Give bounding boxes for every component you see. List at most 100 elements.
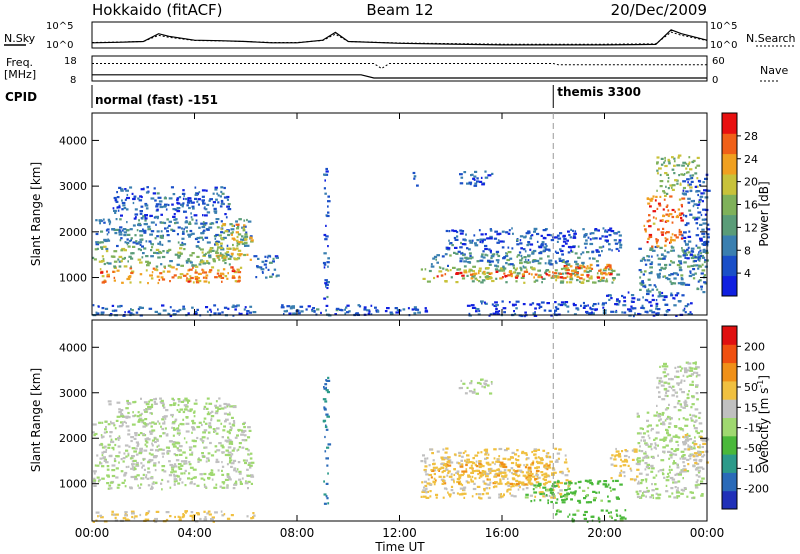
data-cell <box>463 260 467 263</box>
data-cell <box>506 252 508 255</box>
data-cell <box>664 164 668 168</box>
data-cell <box>230 232 233 235</box>
data-cell <box>440 274 444 277</box>
data-cell <box>604 235 608 238</box>
data-cell <box>139 195 142 198</box>
data-cell <box>223 306 228 309</box>
data-cell <box>547 501 549 505</box>
data-cell <box>201 195 205 198</box>
data-cell <box>689 491 693 494</box>
data-cell <box>157 196 162 199</box>
data-cell <box>510 467 514 470</box>
data-cell <box>247 449 250 452</box>
data-cell <box>502 471 505 474</box>
data-cell <box>681 205 683 208</box>
data-cell <box>497 458 500 461</box>
data-cell <box>468 270 471 273</box>
data-cell <box>542 486 547 489</box>
data-cell <box>696 164 701 167</box>
data-cell <box>684 434 689 437</box>
data-cell <box>668 378 670 381</box>
data-cell <box>697 280 700 283</box>
data-cell <box>594 229 598 232</box>
data-cell <box>590 275 593 278</box>
data-cell <box>173 213 176 216</box>
data-cell <box>680 470 685 473</box>
data-cell <box>243 219 246 222</box>
data-cell <box>227 446 232 449</box>
data-cell <box>184 197 188 201</box>
data-cell <box>567 251 571 254</box>
data-cell <box>623 475 626 478</box>
data-cell <box>249 235 253 238</box>
x-tick-label: 00:00 <box>690 526 725 540</box>
data-cell <box>560 280 565 283</box>
data-cell <box>656 189 658 192</box>
data-cell <box>701 255 704 258</box>
data-cell <box>129 228 133 231</box>
data-cell <box>644 450 647 454</box>
data-cell <box>635 490 639 493</box>
data-cell <box>700 272 704 275</box>
data-cell <box>698 446 701 449</box>
data-cell <box>704 177 708 180</box>
data-cell <box>236 304 240 307</box>
data-cell <box>493 253 496 256</box>
data-cell <box>462 451 465 455</box>
colorbar-tick-label: 24 <box>744 153 758 166</box>
data-cell <box>227 257 232 260</box>
data-cell <box>462 238 466 241</box>
data-cell <box>148 400 151 403</box>
data-cell <box>236 227 240 230</box>
data-cell <box>687 163 690 166</box>
data-cell <box>704 213 708 216</box>
data-cell <box>676 263 681 267</box>
data-cell <box>688 454 692 457</box>
data-cell <box>694 172 698 175</box>
data-cell <box>208 250 212 253</box>
data-cell <box>184 462 188 465</box>
data-cell <box>697 466 700 469</box>
data-cell <box>657 414 661 418</box>
data-cell <box>689 186 693 189</box>
data-cell <box>539 269 541 272</box>
data-cell <box>227 307 230 310</box>
data-cell <box>571 519 575 522</box>
data-cell <box>191 264 194 267</box>
data-cell <box>468 312 471 315</box>
data-cell <box>207 459 210 462</box>
data-cell <box>500 267 504 270</box>
data-cell <box>662 267 666 270</box>
data-cell <box>527 466 532 469</box>
data-cell <box>188 268 193 271</box>
data-cell <box>656 156 660 159</box>
data-cell <box>136 444 139 447</box>
data-cell <box>101 454 104 457</box>
data-cell <box>124 198 127 201</box>
data-cell <box>648 255 651 258</box>
data-cell <box>325 285 327 288</box>
data-cell <box>504 463 507 466</box>
data-cell <box>504 471 507 474</box>
data-cell <box>171 443 176 446</box>
data-cell <box>447 457 450 461</box>
data-cell <box>572 304 577 307</box>
data-cell <box>110 255 115 258</box>
data-cell <box>463 492 467 495</box>
data-cell <box>464 239 467 242</box>
data-cell <box>682 468 685 471</box>
data-cell <box>543 309 547 312</box>
data-cell <box>645 495 647 498</box>
data-cell <box>527 241 531 244</box>
data-cell <box>134 475 138 478</box>
data-cell <box>200 232 202 235</box>
data-cell <box>209 198 213 201</box>
data-cell <box>179 408 184 411</box>
data-cell <box>670 186 673 189</box>
data-cell <box>592 303 597 306</box>
data-cell <box>161 243 164 246</box>
data-cell <box>248 429 252 432</box>
data-cell <box>499 482 503 485</box>
data-cell <box>456 477 461 481</box>
data-cell <box>540 243 544 246</box>
